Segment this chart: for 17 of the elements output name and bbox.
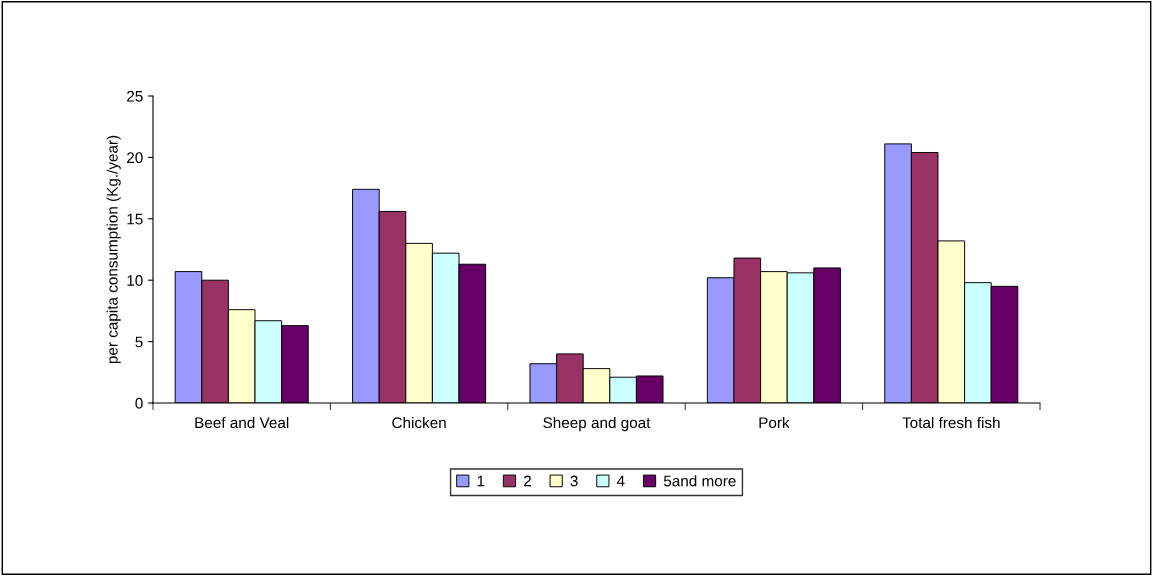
y-tick-label: 20 [127,152,143,164]
legend-label: 5and more [663,475,736,487]
x-tick-label: Sheep and goat [543,416,651,432]
legend-label: 1 [477,475,485,487]
x-tick-label: Chicken [392,416,446,429]
y-axis-title: per capita consumption (Kg./year) [106,135,121,364]
legend-label: 2 [523,475,531,487]
x-tick-label: Total fresh fish [902,416,1000,429]
y-tick-label: 10 [127,275,143,286]
y-tick-label: 15 [127,213,143,225]
x-tick-label: Beef and Veal [195,416,289,429]
y-tick-label: 0 [135,397,143,409]
y-tick-label: 5 [135,336,143,348]
legend-label: 4 [616,475,625,487]
x-tick-label: Pork [759,416,790,429]
y-tick-label: 25 [127,90,143,102]
legend-label: 3 [570,475,578,487]
